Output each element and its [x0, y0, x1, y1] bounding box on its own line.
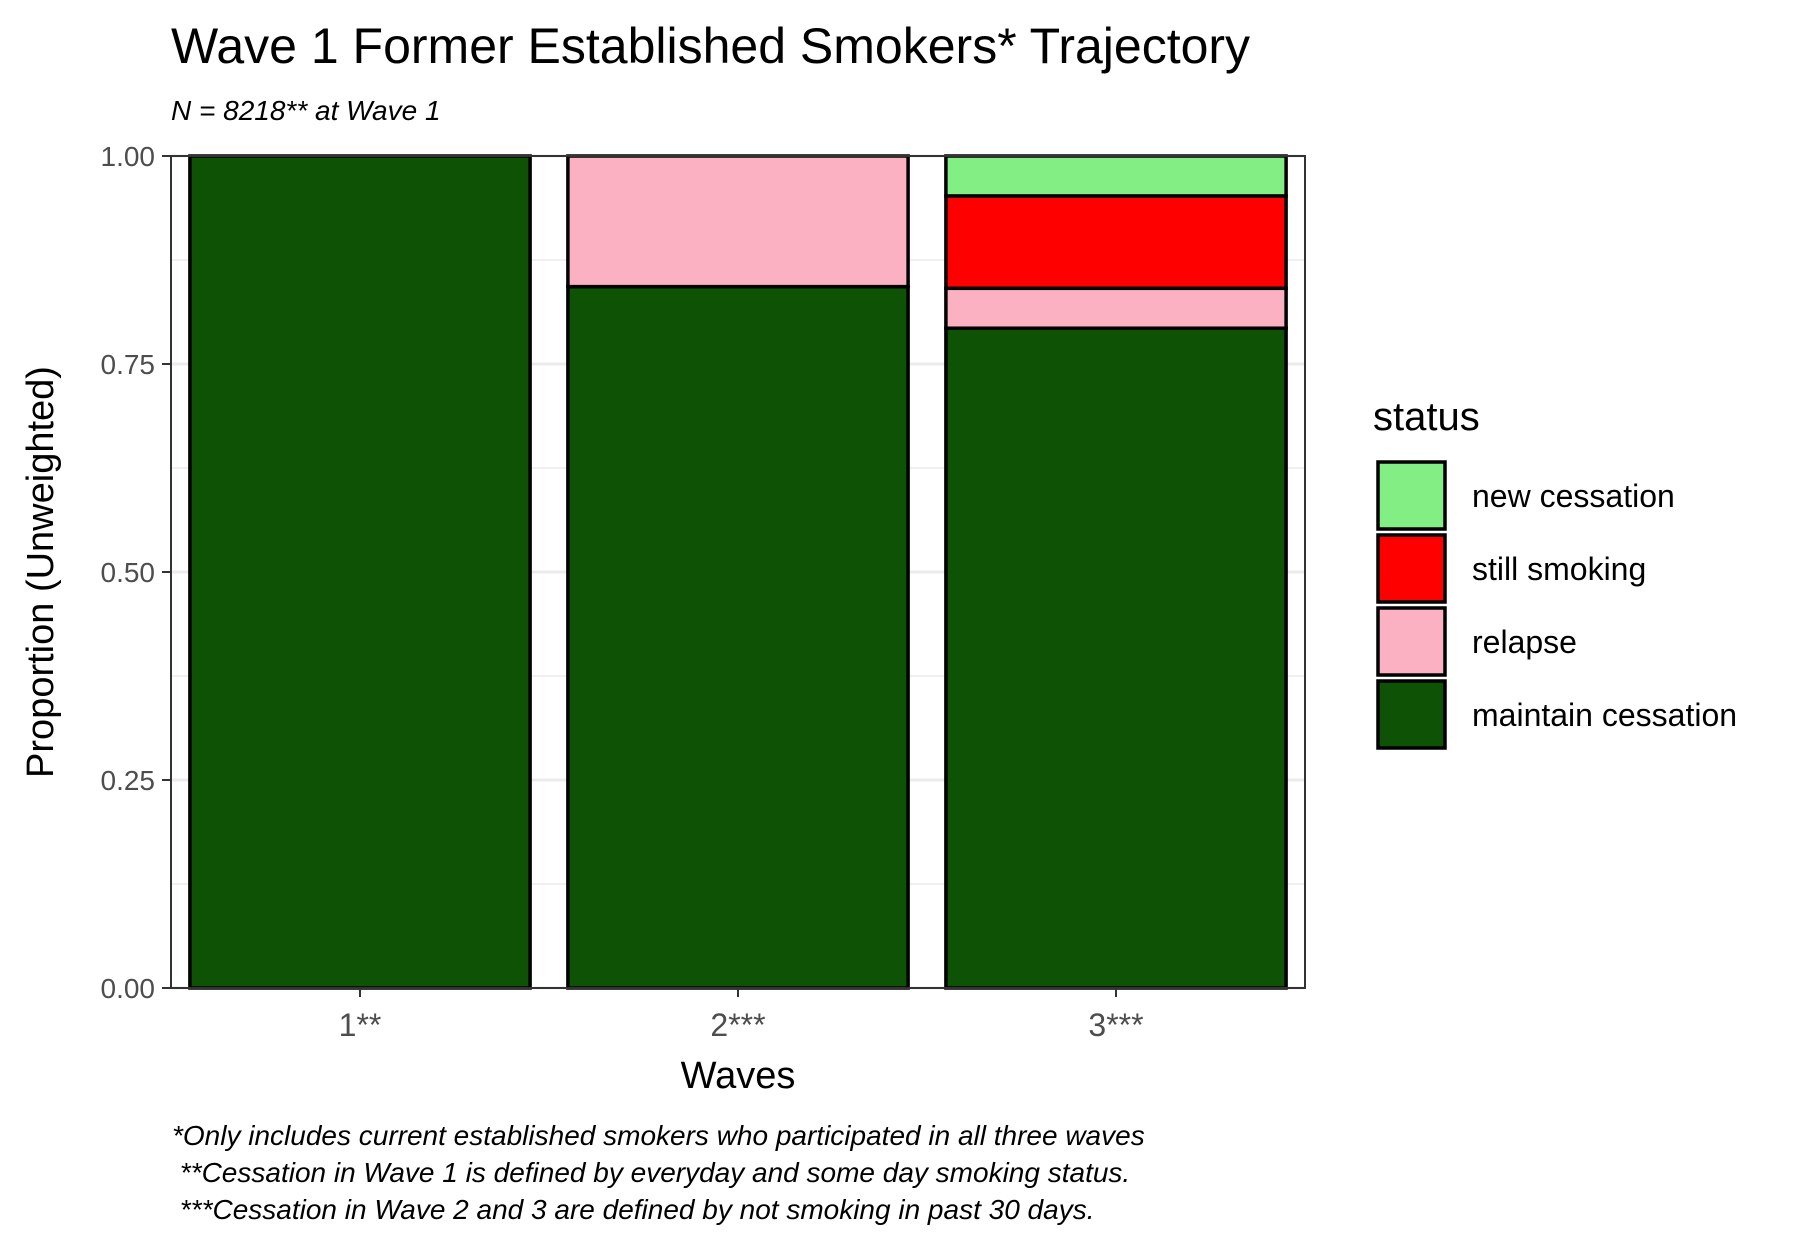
chart-title: Wave 1 Former Established Smokers* Traje… — [171, 18, 1250, 74]
legend-key — [1376, 460, 1447, 531]
x-tick-label: 1** — [339, 1007, 382, 1043]
y-tick-label: 1.00 — [101, 141, 156, 172]
legend-label: still smoking — [1472, 551, 1646, 587]
legend-items: new cessation still smoking relapse maintai… — [1376, 460, 1737, 750]
bar-segment — [566, 154, 910, 289]
legend: status new cessation still smoking relapse… — [1373, 395, 1737, 750]
legend-label: relapse — [1472, 624, 1577, 660]
legend-label: new cessation — [1472, 478, 1675, 514]
bar-segment — [944, 326, 1288, 990]
legend-title: status — [1373, 395, 1480, 439]
caption: *Only includes current established smoke… — [172, 1120, 1145, 1225]
y-axis-title: Proportion (Unweighted) — [20, 366, 62, 778]
legend-label: maintain cessation — [1472, 697, 1737, 733]
y-tick-label: 0.25 — [101, 765, 156, 796]
x-axis: 1** 2*** 3*** — [339, 988, 1144, 1043]
legend-key — [1376, 679, 1447, 750]
x-tick-label: 2*** — [710, 1007, 765, 1043]
bar-segment — [944, 154, 1288, 198]
x-axis-title: Waves — [681, 1055, 796, 1097]
x-tick-label: 3*** — [1088, 1007, 1143, 1043]
bar-segment — [566, 284, 910, 990]
caption-line-2: **Cessation in Wave 1 is defined by ever… — [172, 1157, 1130, 1188]
plot-area — [170, 154, 1306, 990]
caption-line-3: ***Cessation in Wave 2 and 3 are defined… — [172, 1194, 1094, 1225]
bar-segment — [944, 286, 1288, 330]
caption-line-1: *Only includes current established smoke… — [172, 1120, 1145, 1151]
legend-key — [1376, 606, 1447, 677]
y-tick-label: 0.75 — [101, 349, 156, 380]
y-tick-label: 0.00 — [101, 973, 156, 1004]
bar-segment — [944, 194, 1288, 291]
bars — [188, 154, 1288, 990]
chart-subtitle: N = 8218** at Wave 1 — [171, 95, 441, 126]
legend-key — [1376, 533, 1447, 604]
bar-segment — [188, 154, 532, 990]
y-axis: 0.00 0.25 0.50 0.75 1.00 — [101, 141, 171, 1004]
y-tick-label: 0.50 — [101, 557, 156, 588]
